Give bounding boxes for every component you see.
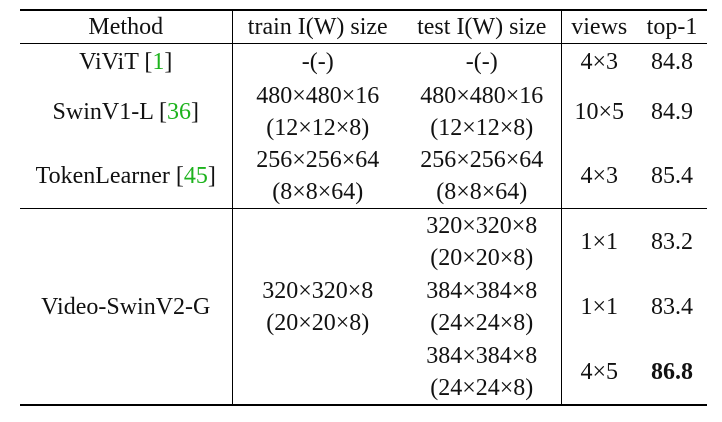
test-size: 384×384×8: [426, 277, 538, 304]
train-size: 480×480×16: [256, 82, 380, 109]
train-cell: 256×256×64 (8×8×64): [231, 144, 403, 209]
method: TokenLearner: [35, 163, 170, 189]
test-size: 384×384×8: [426, 342, 538, 369]
top1-cell: 84.9: [651, 98, 693, 125]
top1-cell: 84.8: [651, 48, 693, 75]
top1-cell: 83.2: [651, 228, 693, 255]
train-size: 320×320×8: [262, 277, 374, 304]
views-cell: 4×5: [560, 339, 637, 405]
method: SwinV1-L: [52, 98, 153, 125]
method-cell: ViViT [1]: [20, 44, 232, 80]
test-cell: 256×256×64 (8×8×64): [403, 144, 561, 209]
test-cell: 384×384×8 (24×24×8): [403, 339, 561, 405]
header-cell: test I(W) size: [403, 10, 561, 44]
row: 384×384×8 (24×24×8) 4×5 86.8: [20, 339, 707, 405]
top1-cell: 83.4: [651, 293, 693, 320]
test-window: (24×24×8): [430, 309, 534, 336]
test-cell: 384×384×8 (24×24×8): [403, 274, 561, 339]
train-window: (8×8×64): [272, 179, 364, 205]
train-cell: -(-): [231, 43, 403, 79]
views-cell: 1×1: [560, 208, 637, 274]
test-window: (20×20×8): [430, 244, 534, 271]
top1-cell: 86.8: [651, 358, 693, 385]
test-window: (8×8×64): [436, 179, 528, 205]
bracket: ]: [207, 163, 216, 189]
bracket: [: [175, 163, 184, 189]
top1-cell: 85.4: [637, 144, 707, 209]
results-table: Method train I(W) size test I(W) size vi…: [20, 9, 707, 406]
method-cell: SwinV1-L [36]: [20, 79, 232, 144]
views-cell: 4×3: [560, 144, 637, 209]
test-size: 256×256×64: [420, 147, 544, 173]
test-window: (24×24×8): [430, 374, 534, 401]
citation: 1: [152, 48, 165, 75]
row: SwinV1-L [36] 480×480×16 (12×12×8) 480×48…: [20, 79, 707, 144]
header-cell: train I(W) size: [231, 10, 403, 44]
citation: 45: [183, 163, 208, 189]
train-cell: 320×320×8 (20×20×8): [231, 208, 403, 405]
train-size: 256×256×64: [256, 147, 380, 173]
method-cell: Video-SwinV2-G: [20, 209, 232, 406]
views-cell: 1×1: [560, 274, 637, 339]
bracket: ]: [164, 48, 173, 75]
header-cell: top-1: [637, 10, 707, 44]
bracket: ]: [190, 98, 199, 125]
test-cell: 480×480×16 (12×12×8): [403, 79, 561, 144]
row: ViViT [1] -(-) -(-) 4×3 84.8: [20, 43, 707, 80]
header-row: Method train I(W) size test I(W) size vi…: [20, 10, 707, 44]
train-window: (20×20×8): [266, 309, 370, 336]
train-cell: 480×480×16 (12×12×8): [231, 79, 403, 144]
test-size: 320×320×8: [426, 212, 538, 239]
method: Video-SwinV2-G: [41, 293, 211, 320]
test-cell: 320×320×8 (20×20×8): [403, 209, 561, 275]
views-cell: 10×5: [560, 79, 637, 144]
row: 384×384×8 (24×24×8) 1×1 83.4: [20, 274, 707, 339]
citation: 36: [166, 98, 191, 125]
bracket: [: [158, 98, 167, 125]
test-cell: -(-): [403, 44, 561, 80]
row: TokenLearner [45] 256×256×64 (8×8×64) 256…: [20, 144, 707, 209]
test-size: -(-): [465, 48, 498, 75]
train-window: (12×12×8): [266, 114, 370, 141]
header-cell: Method: [20, 10, 232, 44]
test-size: 480×480×16: [420, 82, 544, 109]
views-cell: 4×3: [560, 43, 637, 79]
header-cell: views: [560, 10, 637, 44]
method-cell: TokenLearner [45]: [20, 144, 232, 209]
train-size: -(-): [301, 48, 334, 75]
test-window: (12×12×8): [430, 114, 534, 141]
method: ViViT: [79, 48, 139, 75]
row: Video-SwinV2-G 320×320×8 (20×20×8) 320×32…: [20, 208, 707, 405]
bracket: [: [144, 48, 153, 75]
